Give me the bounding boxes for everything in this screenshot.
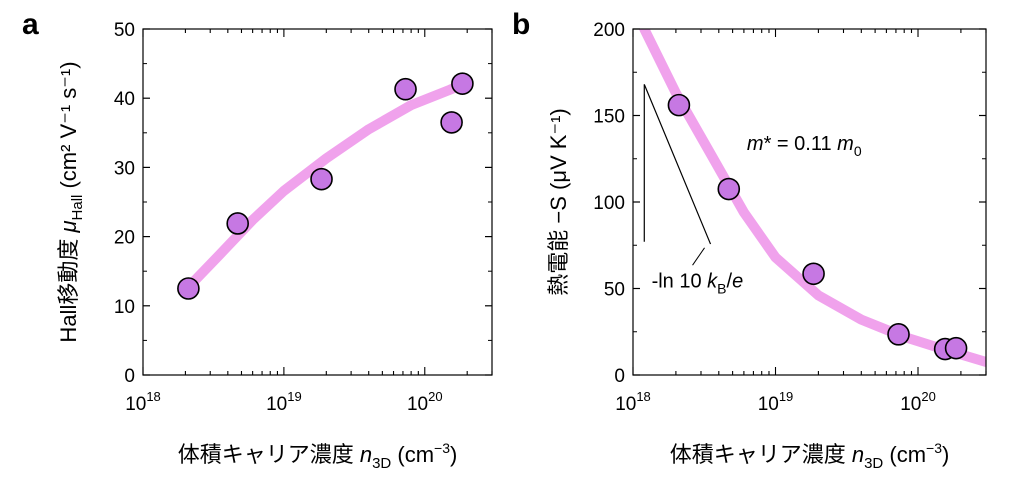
panel-b: b 0 50 100 150 200 1018 1019 1020 体積キャリア濃度 n3D (… [512,8,987,472]
x-tick-label: 1018 [125,389,161,415]
data-point [310,167,333,191]
y-tick-label: 150 [593,107,625,128]
y-tick-label: 50 [604,280,625,301]
plot-frame [632,28,987,376]
data-point [667,93,691,117]
y-tick-label: 0 [124,366,135,387]
slope-annotation: -ln 10 kB/e [652,271,744,297]
data-point [226,212,249,235]
plot-frame [142,28,493,376]
data-point [177,277,200,300]
data-point [440,111,463,134]
x-tick-label: 1018 [615,389,651,415]
y-tick-label: 100 [593,193,625,214]
x-tick-label: 1019 [758,389,794,415]
data-point [944,336,968,360]
panel-a-letter: a [22,8,39,41]
y-tick-label: 30 [114,158,135,179]
y-tick-label: 40 [114,89,135,110]
slope-guide-diagonal [643,84,712,245]
x-tick-label: 1020 [900,389,936,415]
y-axis-label: Hall移動度 μHall (cm² V⁻¹ s⁻¹) [56,61,86,342]
data-point [887,323,910,346]
x-tick-label: 1019 [266,389,302,415]
y-tick-label: 0 [614,366,625,387]
panel-b-letter: b [512,8,530,41]
fit-curve [183,77,473,293]
y-tick-label: 50 [114,20,135,41]
y-tick-label: 10 [114,297,135,318]
data-point [451,72,474,95]
effective-mass-annotation: m* = 0.11 m0 [747,133,862,159]
slope-leader-line [692,247,705,266]
data-point [394,77,417,101]
y-tick-label: 20 [114,228,135,249]
fit-curve [639,29,986,367]
x-axis-label: 体積キャリア濃度 n3D (cm−3) [670,440,950,472]
x-axis-label: 体積キャリア濃度 n3D (cm−3) [178,440,458,472]
y-tick-label: 200 [593,20,625,41]
x-tick-label: 1020 [407,389,443,415]
data-point [802,262,825,286]
data-point [717,177,741,201]
y-axis-label: 熱電能 −S (μV K⁻¹) [546,108,571,295]
